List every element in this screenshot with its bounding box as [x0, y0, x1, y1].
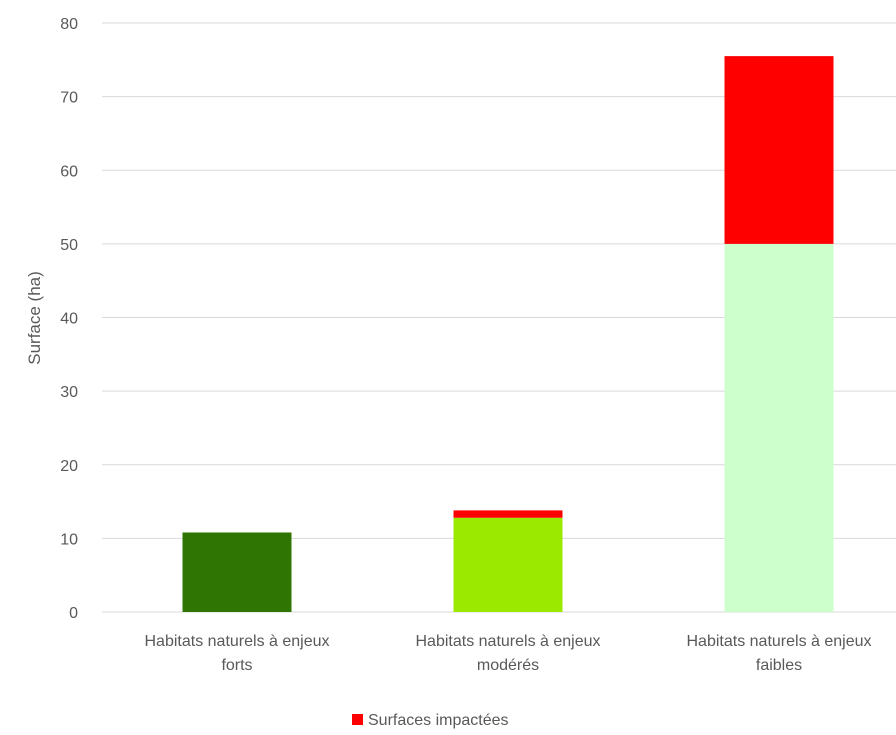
y-tick-label: 0	[69, 605, 78, 622]
y-tick-label: 50	[60, 237, 78, 254]
y-tick-label: 20	[60, 458, 78, 475]
y-tick-label: 60	[60, 163, 78, 180]
bar-impacted[interactable]	[724, 56, 834, 244]
x-category-label: Habitats naturels à enjeux faibles	[687, 633, 872, 674]
y-axis-ticks: 0 10 20 30 40 50 60 70 80	[60, 16, 78, 622]
y-axis-label: Surface (ha)	[25, 271, 44, 365]
y-tick-label: 70	[60, 90, 78, 107]
x-category-label: Habitats naturels à enjeux forts	[145, 633, 330, 674]
bar-impacted[interactable]	[453, 510, 563, 518]
legend-swatch	[352, 714, 363, 725]
y-tick-label: 40	[60, 311, 78, 328]
y-tick-label: 80	[60, 16, 78, 33]
y-tick-label: 10	[60, 531, 78, 548]
bar-base[interactable]	[182, 532, 292, 612]
bars	[182, 56, 834, 612]
bar-base[interactable]	[724, 243, 834, 612]
x-category-label: Habitats naturels à enjeux modérés	[416, 633, 601, 674]
legend-label: Surfaces impactées	[368, 712, 509, 729]
bar-base[interactable]	[453, 517, 563, 612]
y-tick-label: 30	[60, 384, 78, 401]
legend[interactable]: Surfaces impactées	[352, 712, 509, 729]
x-axis-categories: Habitats naturels à enjeux forts Habitats …	[145, 633, 872, 674]
